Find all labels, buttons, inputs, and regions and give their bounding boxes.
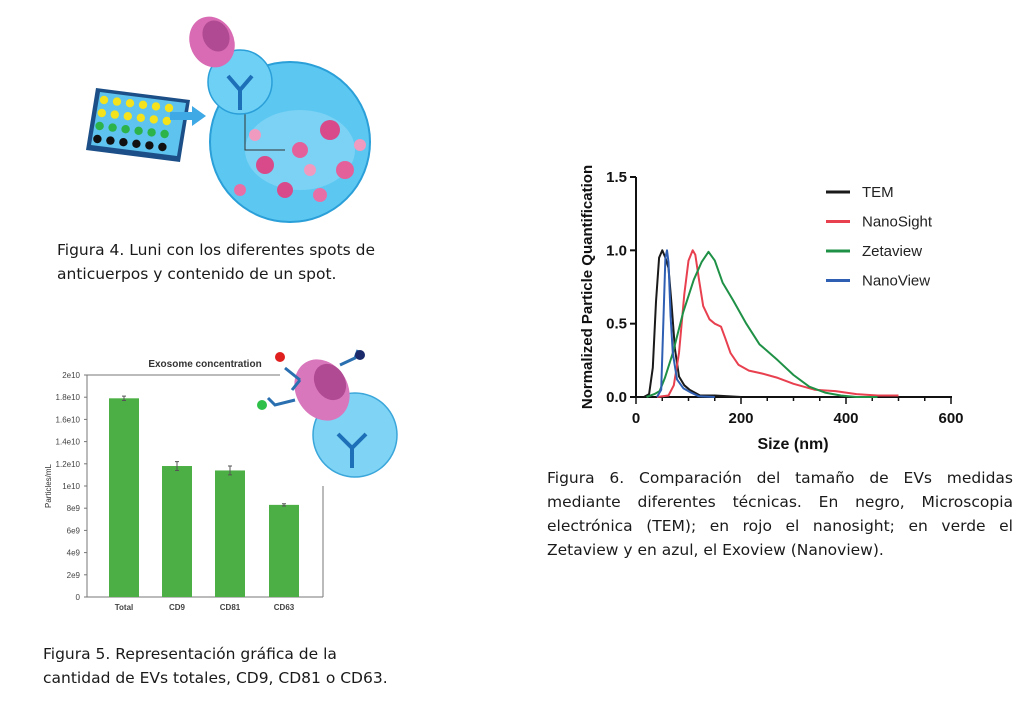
error-bar: [282, 503, 286, 507]
spot: [132, 139, 141, 148]
x-tick-label: CD9: [169, 603, 186, 612]
spot: [162, 116, 171, 126]
series-line-zetaview: [646, 250, 878, 398]
y-tick-label: 8e9: [67, 504, 81, 513]
x-tick-label: 0: [632, 410, 640, 427]
x-tick-label: 600: [938, 410, 963, 427]
spot: [160, 129, 169, 139]
x-tick-label: CD63: [274, 603, 295, 612]
y-tick-label: 4e9: [67, 549, 81, 558]
spot: [121, 125, 130, 134]
spot: [99, 95, 109, 105]
spot: [136, 113, 145, 123]
spot: [138, 100, 148, 110]
y-tick-label: 1.4e10: [56, 438, 81, 447]
spot: [95, 121, 104, 131]
bar-cd63: [269, 504, 299, 597]
bar-total: [109, 398, 139, 597]
navy-fluorophore-icon: [355, 350, 365, 360]
exosome-antibody-illustration: [257, 349, 398, 478]
spot: [110, 110, 120, 119]
size-distribution-chart: Normalized Particle Quantification Size …: [579, 165, 964, 453]
y-tick-label: 1.2e10: [56, 460, 81, 469]
y-axis-label: Particles/mL: [44, 463, 53, 508]
x-axis-label: Size (nm): [757, 436, 828, 453]
x-tick-label: Total: [115, 603, 134, 612]
caption-line: anticuerpos y contenido de un spot.: [57, 265, 337, 283]
green-fluorophore-icon: [257, 400, 267, 410]
exosome-icon: [189, 16, 235, 68]
caption-line: cantidad de EVs totales, CD9, CD81 o CD6…: [43, 669, 388, 687]
series-line-tem: [643, 249, 742, 398]
error-bar: [228, 465, 232, 476]
spot: [93, 134, 102, 144]
legend-label: NanoView: [862, 273, 930, 290]
y-tick-label: 0.0: [606, 389, 627, 406]
bar-cd9: [162, 466, 192, 597]
x-tick-label: 200: [728, 410, 753, 427]
y-tick-label: 0: [76, 593, 81, 602]
exosome-bar-chart: Exosome concentration Particles/mL 0 2e9 4…: [44, 349, 398, 612]
spot: [149, 115, 158, 124]
legend-label: TEM: [862, 184, 894, 201]
legend-label: NanoSight: [862, 214, 933, 231]
y-axis-label: Normalized Particle Quantification: [579, 165, 596, 409]
y-tick-label: 0.5: [606, 316, 627, 333]
microarray-plate: [86, 88, 190, 162]
y-tick-label: 6e9: [67, 526, 81, 535]
figure-5-caption: Figura 5. Representación gráfica de la c…: [43, 642, 423, 690]
spot: [125, 99, 135, 108]
arrow-icon: [170, 106, 206, 126]
luni-illustration: [86, 16, 371, 223]
x-tick-label: CD81: [220, 603, 241, 612]
spot: [158, 142, 167, 152]
spot: [147, 128, 156, 137]
bar-cd81: [215, 470, 245, 597]
chart-title: Exosome concentration: [148, 359, 261, 370]
figure-4-caption: Figura 4. Luni con los diferentes spots …: [57, 238, 417, 286]
error-bar: [175, 461, 179, 471]
caption-line: Figura 5. Representación gráfica de la: [43, 645, 337, 663]
spot: [106, 136, 115, 145]
spot: [123, 112, 132, 121]
spot: [112, 97, 122, 106]
series-line-nanoview: [656, 249, 715, 398]
error-bar: [122, 395, 126, 402]
y-tick-label: 1.6e10: [56, 415, 81, 424]
spot: [108, 123, 117, 132]
y-tick-label: 1e10: [62, 482, 80, 491]
x-tick-label: 400: [833, 410, 858, 427]
caption-line: Figura 4. Luni con los diferentes spots …: [57, 241, 376, 259]
legend-label: Zetaview: [862, 243, 922, 260]
figure-6-caption: Figura 6. Comparación del tamaño de EVs …: [547, 469, 1013, 559]
spot: [97, 108, 107, 118]
y-tick-label: 2e10: [62, 371, 80, 380]
y-tick-label: 1.0: [606, 242, 627, 259]
spot: [151, 102, 161, 111]
antibody-zoom-circle: [207, 49, 273, 115]
spot: [119, 138, 128, 147]
spot: [164, 103, 174, 113]
y-tick-label: 1.5: [606, 169, 627, 186]
spot: [145, 141, 154, 150]
red-fluorophore-icon: [275, 352, 285, 362]
spot: [134, 126, 143, 135]
y-tick-label: 2e9: [67, 571, 81, 580]
y-tick-label: 1.8e10: [56, 393, 81, 402]
